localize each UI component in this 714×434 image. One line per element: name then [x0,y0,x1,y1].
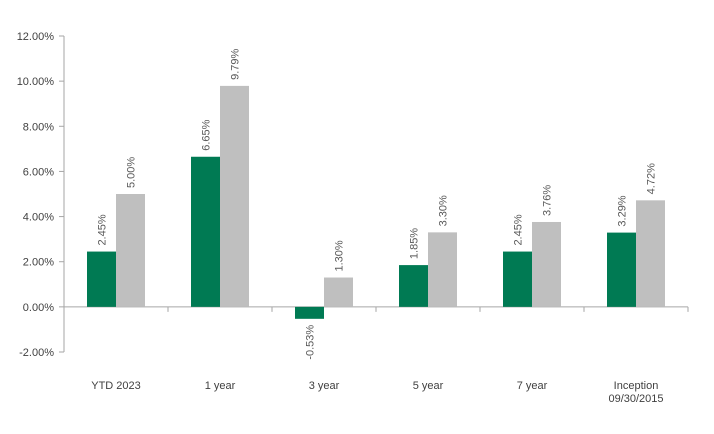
x-tick-label: 7 year [517,380,548,392]
bar-series-1 [607,232,636,307]
bar-series-1 [87,251,116,307]
bar-series-2 [532,221,561,307]
y-tick-label: 2.00% [23,257,54,269]
x-tick-label: 1 year [205,380,236,392]
y-tick-label: 12.00% [17,31,55,43]
bar-series-2 [428,232,457,307]
y-tick-label: 4.00% [23,212,54,224]
y-axis: -2.00% 0.00% 2.00% 4.00% 6.00% 8.00% 10.00% 12.… [17,31,65,359]
x-axis: YTD 2023 1 year 3 year 5 year 7 year Inceptio… [63,306,689,405]
data-label: 3.30% [438,195,450,226]
bars [87,85,665,319]
data-label: 4.72% [646,163,658,194]
bar-series-1 [191,156,220,307]
y-tick-label: 8.00% [23,121,54,133]
bar-series-1 [295,306,324,319]
data-label: 2.45% [513,214,525,245]
bar-series-2 [220,85,249,307]
y-tick-label: 6.00% [23,166,54,178]
data-label: 1.30% [334,240,346,271]
data-label: -0.53% [305,325,317,360]
x-tick-label: YTD 2023 [91,380,141,392]
bar-series-1 [503,251,532,307]
x-tick-label: 3 year [309,380,340,392]
x-tick-label: Inception [614,380,659,392]
x-tick-label: 5 year [413,380,444,392]
data-label: 3.76% [542,185,554,216]
data-label: 2.45% [97,214,109,245]
y-tick-label: -2.00% [19,347,54,359]
bar-series-2 [116,194,145,307]
y-tick-label: 10.00% [17,76,55,88]
data-labels: 2.45% 6.65% -0.53% 1.85% 2.45% 3.29% 5.00% 9.79… [97,48,658,359]
bar-series-2 [636,200,665,307]
data-label: 3.29% [617,195,629,226]
y-tick-label: 0.00% [23,302,54,314]
data-label: 9.79% [230,48,242,79]
data-label: 6.65% [201,119,213,150]
x-tick-label: 09/30/2015 [608,393,663,405]
data-label: 1.85% [409,228,421,259]
bar-series-2 [324,277,353,307]
bar-series-1 [399,265,428,307]
data-label: 5.00% [126,157,138,188]
